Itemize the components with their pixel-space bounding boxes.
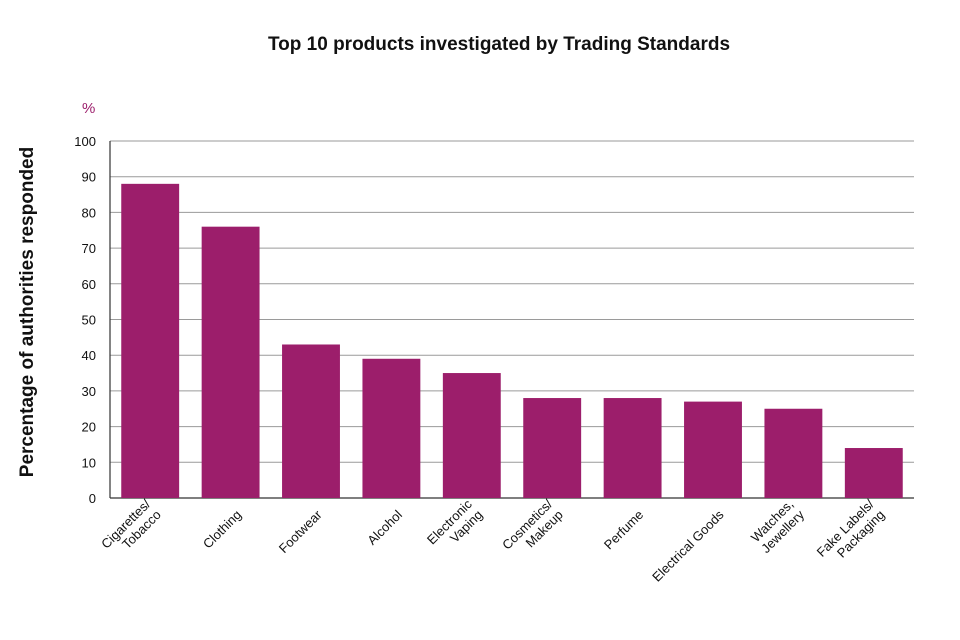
y-axis-unit: % [82,100,96,117]
bar [442,373,501,498]
bar [523,398,582,498]
x-tick-label: Fake Labels/Packaging [814,496,888,560]
x-tick-label-line: Perfume [601,507,646,552]
bar [121,183,180,498]
x-tick-label: Watches,Jewellery [748,496,808,556]
x-tick-label: Electrical Goods [649,507,727,585]
y-tick-label: 70 [82,241,96,256]
x-tick-label-line: Footwear [276,507,325,556]
x-tick-label: Cigarettes/Tobacco [98,496,164,552]
x-tick-label-line: Clothing [200,507,244,551]
y-tick-label: 30 [82,384,96,399]
y-tick-label: 20 [82,420,96,435]
y-tick-label: 10 [82,455,96,470]
bar [844,448,903,498]
bars [121,183,903,498]
chart-title: Top 10 products investigated by Trading … [267,34,731,55]
bar [684,401,742,498]
y-tick-label: 40 [82,348,96,363]
x-tick-label: Cosmetics/Makeup [499,496,566,552]
y-tick-label: 90 [82,170,96,185]
x-tick-label: Perfume [601,507,646,552]
bar [764,408,823,498]
x-ticks: Cigarettes/Tobacco Clothing Footwear Alcoho… [98,496,888,585]
y-tick-label: 50 [82,313,96,328]
bar [603,398,662,498]
x-tick-label-line: Electrical Goods [649,507,727,585]
bar [362,358,421,498]
y-tick-label: 60 [82,277,96,292]
y-ticks: 0 10 20 30 40 50 60 70 80 90 100 [74,134,96,506]
y-tick-label: 0 [89,491,96,506]
x-tick-label: Alcohol [364,507,405,548]
bar [201,226,260,498]
x-tick-label: Clothing [200,507,244,551]
bar [282,344,340,498]
y-tick-label: 100 [74,134,96,149]
y-tick-label: 80 [82,205,96,220]
x-tick-label-line: Alcohol [364,507,405,548]
x-tick-label: Footwear [276,507,325,556]
